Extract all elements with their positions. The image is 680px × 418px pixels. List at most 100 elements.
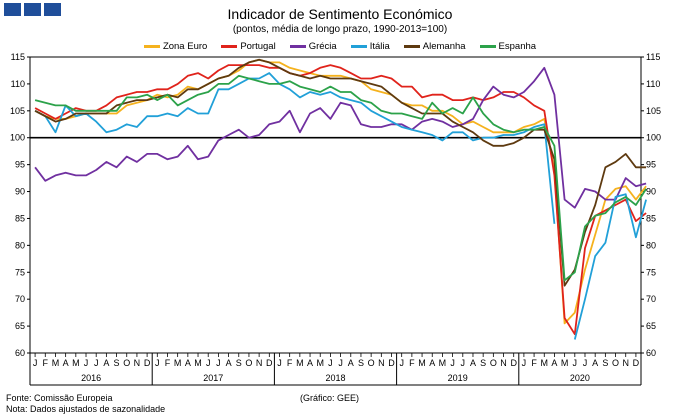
- month-label: M: [296, 358, 304, 368]
- y-tick-label-right: 90: [646, 187, 656, 197]
- y-tick-label-right: 75: [646, 267, 656, 277]
- month-label: A: [307, 358, 313, 368]
- month-label: J: [399, 358, 404, 368]
- month-label: J: [338, 358, 343, 368]
- year-label: 2016: [81, 373, 101, 383]
- month-label: D: [266, 358, 273, 368]
- legend-label: Espanha: [498, 41, 537, 52]
- legend-swatch: [403, 45, 420, 48]
- month-label: S: [480, 358, 486, 368]
- y-tick-label-left: 60: [15, 348, 25, 358]
- y-tick-label-left: 105: [10, 106, 25, 116]
- month-label: J: [461, 358, 466, 368]
- y-tick-label-right: 115: [646, 52, 660, 62]
- series-line: [34, 66, 647, 209]
- month-label: M: [72, 358, 80, 368]
- y-tick-label-left: 85: [15, 213, 25, 223]
- month-label: M: [316, 358, 324, 368]
- month-label: J: [84, 358, 89, 368]
- logo-square: [44, 3, 61, 16]
- legend-swatch: [221, 45, 238, 48]
- month-label: A: [63, 358, 69, 368]
- month-label: M: [541, 358, 549, 368]
- legend-label: Grécia: [308, 41, 337, 52]
- month-label: O: [490, 358, 497, 368]
- month-label: O: [245, 358, 252, 368]
- y-tick-label-left: 110: [11, 79, 25, 89]
- legend-label: Itália: [369, 41, 390, 52]
- month-label: A: [592, 358, 598, 368]
- month-label: F: [43, 358, 49, 368]
- month-label: O: [612, 358, 619, 368]
- year-label: 2017: [203, 373, 223, 383]
- series-line: [34, 64, 647, 336]
- month-label: M: [439, 358, 447, 368]
- y-tick-label-left: 95: [15, 160, 25, 170]
- month-label: D: [510, 358, 517, 368]
- month-label: J: [155, 358, 160, 368]
- source-note: Fonte: Comissão Europeia: [6, 393, 113, 403]
- month-label: A: [551, 358, 557, 368]
- logo-square: [24, 3, 41, 16]
- month-label: J: [277, 358, 282, 368]
- month-label: N: [256, 358, 263, 368]
- series-line: [34, 72, 556, 224]
- month-label: N: [134, 358, 141, 368]
- legend-item: Alemanha: [403, 41, 466, 52]
- legend-item: Espanha: [479, 41, 537, 52]
- y-tick-label-left: 80: [15, 240, 25, 250]
- series-line: [34, 74, 647, 282]
- y-tick-label-right: 70: [646, 294, 656, 304]
- y-tick-label-right: 95: [646, 160, 656, 170]
- month-label: J: [33, 358, 38, 368]
- month-label: A: [103, 358, 109, 368]
- month-label: S: [602, 358, 608, 368]
- month-label: A: [348, 358, 354, 368]
- month-label: A: [226, 358, 232, 368]
- chart-subtitle: (pontos, média de longo prazo, 1990-2013…: [232, 24, 448, 35]
- legend-item: Portugal: [221, 41, 276, 52]
- legend-item: Itália: [350, 41, 390, 52]
- legend-swatch: [350, 45, 367, 48]
- month-label: J: [94, 358, 99, 368]
- y-tick-label-left: 90: [15, 187, 25, 197]
- month-label: J: [583, 358, 588, 368]
- month-label: M: [194, 358, 202, 368]
- month-label: D: [144, 358, 151, 368]
- y-tick-label-right: 100: [646, 133, 661, 143]
- month-label: J: [450, 358, 455, 368]
- legend-swatch: [289, 45, 306, 48]
- month-label: J: [206, 358, 211, 368]
- month-label: S: [358, 358, 364, 368]
- month-label: A: [470, 358, 476, 368]
- legend-item: Grécia: [289, 41, 337, 52]
- month-label: F: [165, 358, 171, 368]
- month-label: A: [429, 358, 435, 368]
- plot-frame: [29, 56, 642, 354]
- legend-item: Zona Euro: [143, 41, 208, 52]
- y-tick-label-right: 85: [646, 213, 656, 223]
- month-label: F: [531, 358, 537, 368]
- month-label: N: [500, 358, 507, 368]
- month-label: S: [236, 358, 242, 368]
- legend-label: Alemanha: [422, 41, 466, 52]
- series-line: [573, 193, 647, 340]
- y-tick-label-left: 100: [10, 133, 25, 143]
- chart-credit: (Gráfico: GEE): [300, 393, 360, 403]
- y-tick-label-left: 115: [11, 52, 25, 62]
- month-label: J: [522, 358, 527, 368]
- month-label: F: [409, 358, 415, 368]
- y-tick-label-right: 110: [646, 79, 660, 89]
- month-label: M: [174, 358, 182, 368]
- y-tick-label-left: 75: [15, 267, 25, 277]
- legend-label: Zona Euro: [162, 41, 208, 52]
- chart-legend: Zona Euro Portugal Grécia Itália Alemanha Esp…: [0, 41, 680, 52]
- logo: [4, 3, 61, 16]
- chart-title: Indicador de Sentimento Económico: [227, 6, 453, 22]
- logo-square: [4, 3, 21, 16]
- y-tick-label-right: 60: [646, 348, 656, 358]
- legend-label: Portugal: [240, 41, 276, 52]
- y-tick-label-left: 65: [15, 321, 25, 331]
- year-label: 2019: [448, 373, 468, 383]
